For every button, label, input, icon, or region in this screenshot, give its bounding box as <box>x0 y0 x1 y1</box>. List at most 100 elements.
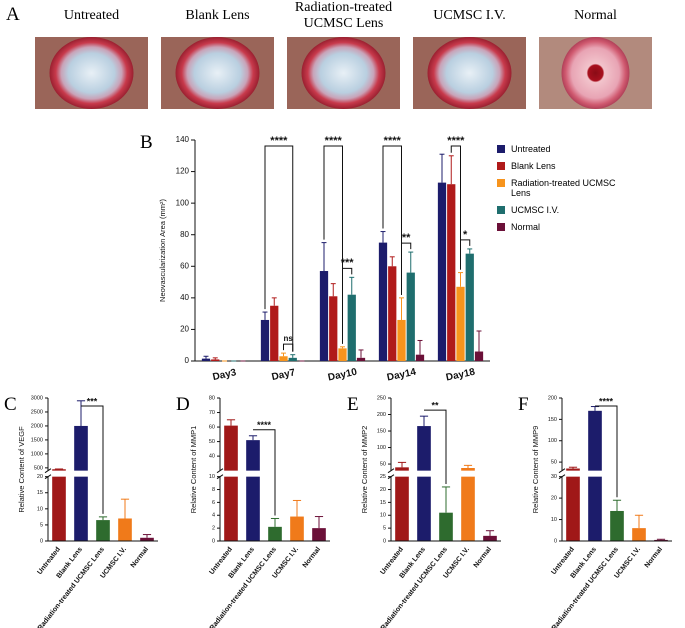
bar <box>415 354 425 361</box>
significance-bracket <box>595 405 618 498</box>
y-tick-label: 250 <box>377 395 386 401</box>
x-tick-label: Day7 <box>271 367 297 383</box>
eye <box>301 37 386 109</box>
bar <box>224 425 238 541</box>
y-tick-label: 50 <box>380 461 386 467</box>
bar <box>329 296 338 361</box>
photo-label: Radiation-treated UCMSC Lens <box>294 0 393 31</box>
significance-label: **** <box>325 135 343 147</box>
bar <box>437 182 447 361</box>
legend-swatch <box>497 179 505 187</box>
photo-label: Blank Lens <box>185 8 250 23</box>
significance-label: **** <box>599 396 614 406</box>
significance-label: ** <box>402 232 411 244</box>
x-tick-label: Day10 <box>327 367 359 384</box>
bar <box>211 359 220 361</box>
legend-swatch <box>497 162 505 170</box>
eye <box>561 37 630 109</box>
bar <box>288 357 297 361</box>
panel-label: E <box>347 394 359 415</box>
bar <box>417 426 431 541</box>
eye <box>427 37 512 109</box>
significance-label: ** <box>431 401 439 411</box>
bar <box>456 286 465 361</box>
x-tick-label: Day18 <box>445 367 477 384</box>
bar <box>279 356 288 361</box>
y-tick-label: 20 <box>551 496 557 502</box>
y-tick-label: 0 <box>554 538 557 544</box>
y-tick-label: 3000 <box>31 395 43 401</box>
y-tick-label: 15 <box>380 500 386 506</box>
x-tick-label: Normal <box>130 546 150 569</box>
y-tick-label: 2 <box>212 526 215 532</box>
bar <box>632 528 646 541</box>
y-tick-label: 20 <box>180 325 189 334</box>
y-tick-label: 40 <box>180 293 189 302</box>
x-tick-label: Normal <box>473 546 493 569</box>
significance-bracket <box>450 145 461 270</box>
legend-label: Radiation-treated UCMSC Lens <box>511 178 616 198</box>
bar <box>395 467 409 541</box>
break-mark <box>216 474 224 480</box>
significance-label: *** <box>87 396 98 406</box>
x-tick-label: Normal <box>302 546 322 569</box>
y-tick-label: 100 <box>548 438 557 444</box>
bar <box>140 537 154 541</box>
y-tick-label: 10 <box>37 506 43 512</box>
bar <box>246 440 260 541</box>
y-tick-label: 0 <box>40 538 43 544</box>
bar <box>347 294 356 361</box>
legend-item: Untreated <box>497 144 637 154</box>
break-mark <box>44 468 52 474</box>
bar <box>201 358 211 361</box>
y-tick-label: 100 <box>377 445 386 451</box>
y-tick-label: 150 <box>548 417 557 423</box>
y-tick-label: 200 <box>377 412 386 418</box>
significance-label: **** <box>270 135 288 147</box>
legend-label: UCMSC I.V. <box>511 205 560 215</box>
significance-bracket <box>264 145 294 352</box>
legend-item: Normal <box>497 222 637 232</box>
panel-label: F <box>518 394 529 415</box>
break-mark <box>558 468 566 474</box>
bar <box>406 272 415 361</box>
bar <box>270 305 279 361</box>
eye <box>175 37 260 109</box>
photo-label: Untreated <box>63 8 120 23</box>
legend-label: Blank Lens <box>511 161 556 171</box>
legend-item: UCMSC I.V. <box>497 205 637 215</box>
significance-label: **** <box>257 420 272 430</box>
y-tick-label: 80 <box>180 230 189 239</box>
y-tick-label: 30 <box>551 474 557 480</box>
y-tick-label: 70 <box>209 410 215 416</box>
legend-item: Blank Lens <box>497 161 637 171</box>
legend-label: Normal <box>511 222 541 232</box>
y-tick-label: 2000 <box>31 423 43 429</box>
bar <box>474 351 484 361</box>
significance-label: **** <box>447 135 465 147</box>
bar <box>465 253 474 361</box>
y-tick-label: 6 <box>212 500 215 506</box>
photo-label: UCMSC I.V. <box>433 8 506 23</box>
break-mark <box>387 468 395 474</box>
y-tick-label: 0 <box>212 538 215 544</box>
y-tick-label: 15 <box>37 490 43 496</box>
y-tick-label: 60 <box>180 261 189 270</box>
significance-bracket <box>424 409 447 484</box>
y-tick-label: 2500 <box>31 409 43 415</box>
y-tick-label: 50 <box>209 439 215 445</box>
bar <box>397 319 406 361</box>
y-tick-label: 500 <box>34 465 43 471</box>
significance-bracket <box>342 267 353 344</box>
y-tick-label: 1000 <box>31 451 43 457</box>
axis-break <box>221 470 331 477</box>
y-axis-label: Relative Content of MMP1 <box>189 426 198 514</box>
bar <box>290 516 304 541</box>
significance-label: * <box>463 229 468 241</box>
y-tick-label: 20 <box>37 474 43 480</box>
axis-break <box>563 470 673 477</box>
legend-swatch <box>497 206 505 214</box>
y-tick-label: 5 <box>40 522 43 528</box>
significance-label: ns <box>283 334 293 343</box>
